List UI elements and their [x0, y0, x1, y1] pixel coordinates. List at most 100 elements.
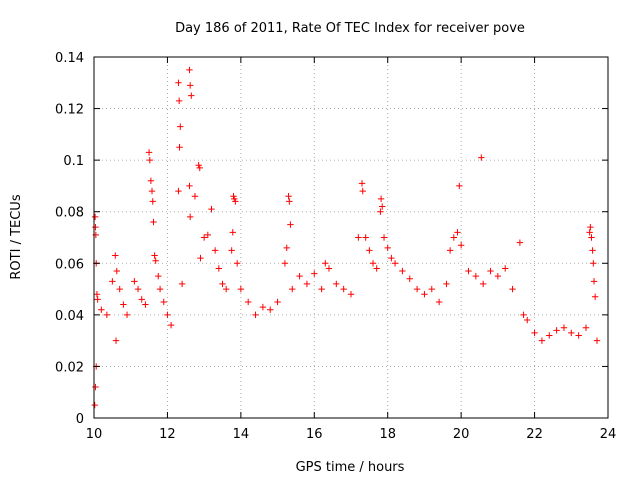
data-point: [103, 311, 111, 319]
data-point: [175, 97, 183, 105]
y-tick-label: 0.08: [55, 206, 84, 221]
data-point: [196, 164, 203, 172]
data-point: [560, 324, 568, 331]
data-point: [590, 260, 597, 267]
x-tick-label: 14: [233, 427, 250, 442]
data-point: [428, 285, 435, 293]
data-point: [92, 383, 99, 391]
data-point: [478, 154, 485, 161]
data-point: [152, 257, 159, 264]
x-tick-label: 18: [379, 427, 396, 442]
data-point: [406, 275, 413, 282]
data-point: [359, 187, 366, 195]
data-point: [586, 229, 593, 236]
data-point: [446, 247, 454, 254]
data-point: [379, 203, 386, 210]
data-point: [289, 285, 296, 293]
data-point: [237, 285, 245, 293]
data-point: [377, 195, 385, 203]
data-point: [228, 247, 235, 254]
data-point: [281, 260, 289, 267]
data-point: [229, 229, 236, 236]
data-point: [156, 285, 164, 293]
y-tick-label: 0.04: [55, 309, 84, 324]
data-point: [188, 92, 195, 99]
data-point: [587, 223, 594, 231]
data-point: [524, 316, 531, 324]
data-point: [286, 198, 293, 205]
data-point: [219, 280, 226, 288]
data-point: [516, 239, 524, 246]
data-point: [303, 280, 311, 288]
data-point: [575, 332, 582, 339]
data-point: [167, 321, 175, 329]
data-point: [388, 254, 395, 262]
data-point: [509, 285, 516, 293]
data-point: [373, 265, 380, 272]
data-point: [259, 303, 267, 311]
data-point: [333, 280, 340, 288]
data-point: [325, 265, 333, 272]
x-axis-label: GPS time / hours: [296, 460, 405, 475]
data-point: [233, 260, 241, 267]
data-point: [120, 301, 127, 308]
x-tick-label: 22: [526, 427, 543, 442]
data-point: [150, 218, 157, 226]
data-point: [457, 242, 465, 249]
data-point: [322, 260, 329, 267]
x-tick-label: 16: [306, 427, 323, 442]
data-point: [123, 311, 131, 319]
data-point: [487, 267, 494, 275]
data-point: [311, 270, 318, 277]
data-point: [589, 247, 596, 254]
data-point: [178, 280, 186, 288]
y-tick-label: 0.14: [55, 51, 84, 66]
data-point: [155, 272, 162, 280]
x-tick-label: 20: [453, 427, 470, 442]
data-point: [186, 182, 193, 190]
data-point: [186, 82, 194, 89]
data-point: [391, 260, 399, 267]
data-point: [232, 198, 239, 205]
data-point: [138, 296, 145, 303]
data-point: [204, 231, 212, 239]
data-points: [91, 66, 601, 409]
x-tick-label: 10: [86, 427, 103, 442]
data-point: [502, 265, 509, 272]
data-point: [177, 123, 184, 130]
data-point: [347, 291, 355, 298]
data-point: [147, 177, 155, 184]
data-point: [384, 244, 391, 252]
data-point: [369, 260, 377, 267]
data-point: [245, 298, 252, 306]
data-point: [538, 337, 546, 344]
data-point: [465, 267, 472, 275]
data-point: [116, 285, 123, 293]
data-point: [494, 272, 502, 280]
data-point: [568, 329, 575, 337]
data-point: [91, 213, 99, 221]
data-point: [176, 144, 183, 151]
data-point: [443, 280, 450, 288]
data-point: [252, 311, 259, 319]
data-point: [287, 221, 294, 228]
data-point: [472, 272, 480, 280]
data-point: [149, 198, 156, 205]
chart-title: Day 186 of 2011, Rate Of TEC Index for r…: [175, 21, 525, 36]
data-point: [380, 234, 388, 241]
data-point: [399, 267, 406, 275]
data-point: [160, 298, 167, 306]
y-tick-label: 0.12: [55, 103, 84, 118]
data-point: [113, 267, 120, 275]
data-point: [93, 291, 101, 298]
data-point: [164, 311, 171, 319]
axis-ticks: 10 12 14 16 18 20 22 24 0 0.02 0.04 0.06 0.08 0.1 0.12…: [55, 51, 616, 442]
data-point: [215, 265, 223, 272]
data-point: [197, 254, 204, 262]
data-point: [191, 193, 199, 200]
data-point: [175, 187, 182, 195]
data-point: [355, 234, 362, 241]
data-point: [274, 298, 281, 306]
data-point: [98, 306, 105, 313]
